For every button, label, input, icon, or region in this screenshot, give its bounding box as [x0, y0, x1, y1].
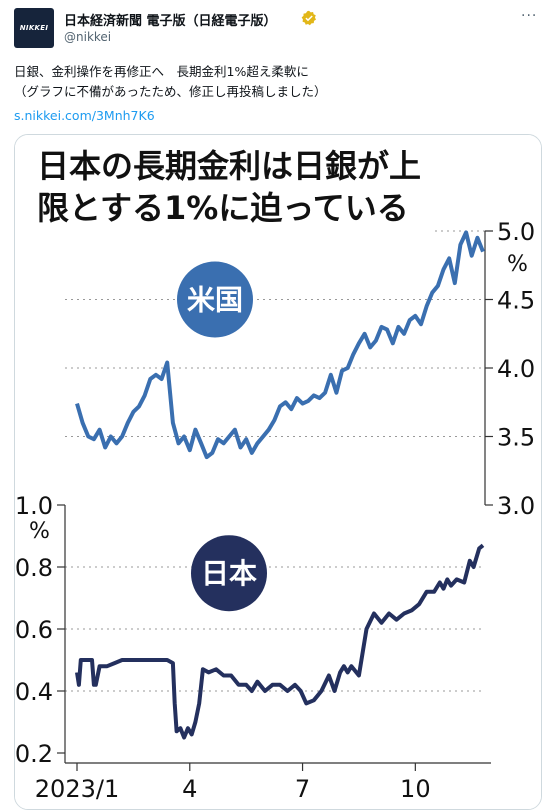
- us-badge-label: 米国: [187, 284, 243, 317]
- us-series-line: [75, 230, 485, 460]
- chart-title-line2: 限とする1%に迫っている: [37, 189, 409, 227]
- x-tick-label: 2023/1: [35, 775, 119, 803]
- avatar[interactable]: NIKKEI: [14, 8, 54, 48]
- us-tick-label: 4.0: [497, 355, 535, 383]
- chart-background: [15, 135, 541, 809]
- us-tick-label: 5.0: [497, 218, 535, 246]
- tweet-text: 日銀、金利操作を再修正へ 長期金利1%超え柔軟に （グラフに不備があったため、修…: [14, 64, 327, 99]
- x-tick-label: 4: [182, 775, 197, 803]
- x-tick-label: 7: [295, 775, 310, 803]
- us-tick-label: 4.5: [497, 287, 535, 315]
- more-options-icon[interactable]: ···: [521, 8, 538, 24]
- display-name[interactable]: 日本経済新聞 電子版（日経電子版）: [64, 14, 277, 29]
- us-unit-label: %: [507, 252, 528, 277]
- avatar-logo-text: NIKKEI: [19, 24, 49, 32]
- jp-badge-circle: [191, 535, 267, 612]
- verified-badge-icon: [301, 10, 316, 26]
- jp-tick-label: 0.8: [15, 554, 53, 582]
- handle[interactable]: @nikkei: [64, 30, 112, 44]
- jp-series-line: [75, 543, 485, 740]
- jp-tick-label: 0.4: [15, 678, 53, 706]
- chart-title-line1: 日本の長期金利は日銀が上: [37, 147, 421, 185]
- chart-image-card[interactable]: 日本の長期金利は日銀が上 限とする1%に迫っている 5.0 4.5 4.0 3.5 3.…: [14, 134, 542, 810]
- jp-tick-label: 0.2: [15, 740, 53, 768]
- us-tick-label: 3.0: [497, 492, 535, 520]
- jp-unit-label: %: [29, 519, 50, 544]
- us-tick-label: 3.5: [497, 424, 535, 452]
- tweet-link[interactable]: s.nikkei.com/3Mnh7K6: [14, 108, 155, 123]
- jp-tick-label: 0.6: [15, 616, 53, 644]
- jp-tick-label: 1.0: [15, 492, 53, 520]
- chart-figure: 日本の長期金利は日銀が上 限とする1%に迫っている 5.0 4.5 4.0 3.5 3.…: [15, 135, 541, 809]
- x-tick-label: 10: [400, 775, 431, 803]
- jp-badge-label: 日本: [201, 557, 257, 590]
- us-badge-circle: [177, 261, 253, 338]
